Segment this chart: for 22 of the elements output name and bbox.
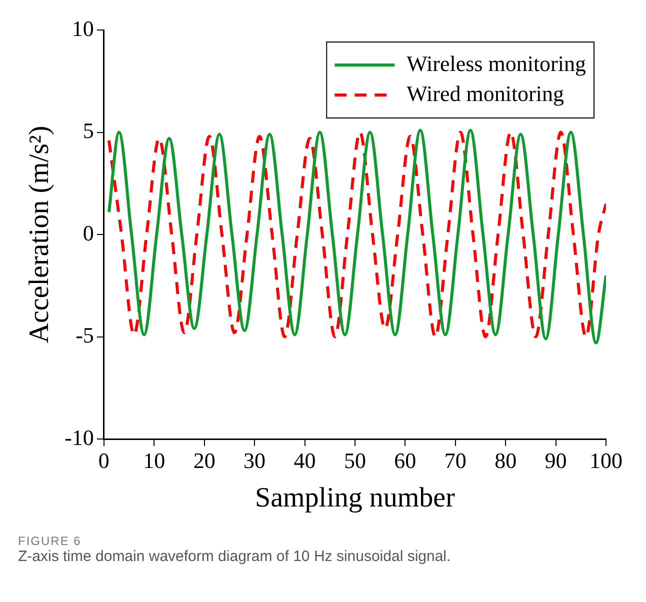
y-tick-label: 0 — [82, 220, 94, 246]
x-tick-label: 80 — [494, 448, 517, 473]
legend-label: Wireless monitoring — [406, 50, 586, 76]
y-tick-label: -10 — [64, 424, 94, 450]
x-tick-label: 60 — [394, 448, 416, 473]
caption: FIGURE 6 — [18, 534, 82, 548]
x-tick-label: 20 — [193, 448, 216, 473]
x-tick-label: 90 — [544, 448, 567, 473]
x-tick-label: 70 — [444, 448, 466, 473]
x-tick-label: 30 — [244, 448, 266, 473]
y-tick-label: 10 — [72, 16, 94, 41]
x-axis-title: Sampling number — [255, 482, 456, 514]
legend-label: Wired monitoring — [406, 80, 564, 106]
x-tick-label: 40 — [294, 448, 316, 473]
x-tick-label: 50 — [344, 448, 366, 473]
y-tick-label: 5 — [82, 118, 94, 144]
x-tick-label: 10 — [143, 448, 166, 473]
y-tick-label: -5 — [76, 322, 94, 348]
y-axis-title: Acceleration (m/s²) — [24, 126, 56, 344]
x-tick-label: 100 — [590, 448, 622, 473]
x-tick-label: 0 — [98, 448, 110, 473]
text: Z-axis time domain waveform diagram of 10 Hz sinusoidal signal. — [18, 548, 452, 565]
